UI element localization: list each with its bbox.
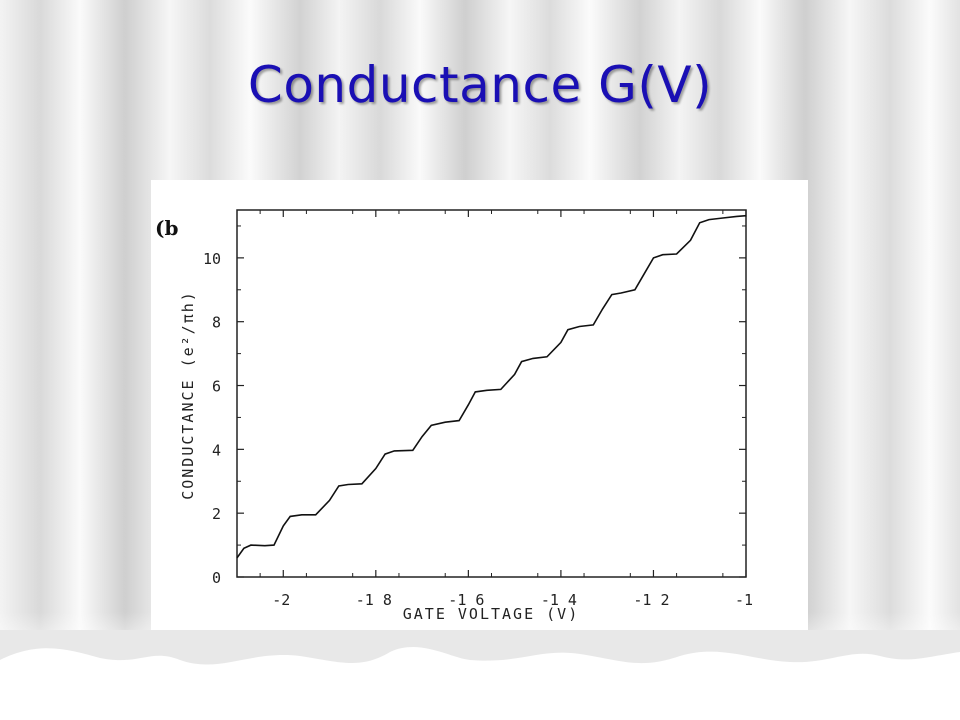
curtain-hem-shape xyxy=(0,630,960,665)
plot-frame xyxy=(236,209,747,578)
curtain-footer xyxy=(0,630,960,720)
y-tick-label: 4 xyxy=(212,441,221,459)
x-tick-label: -1 8 xyxy=(356,591,392,609)
plot-figure: (b 0 2 4 6 8 10 -2 -1 8 -1 6 -1 4 -1 2 -1 CONDUCTA… xyxy=(151,180,808,630)
y-axis: 0 2 4 6 8 10 xyxy=(203,225,746,587)
x-tick-label: -1 4 xyxy=(541,591,577,609)
y-tick-label: 2 xyxy=(212,505,221,523)
x-tick-label: -1 2 xyxy=(633,591,669,609)
x-tick-label: -2 xyxy=(272,591,290,609)
y-tick-label: 6 xyxy=(212,378,221,396)
x-tick-label: -1 xyxy=(735,591,753,609)
y-tick-label: 0 xyxy=(212,569,221,587)
x-axis-label: GATE VOLTAGE (V) xyxy=(403,605,580,623)
y-tick-label: 8 xyxy=(212,314,221,332)
panel-label: (b xyxy=(155,216,179,240)
x-tick-label: -1 6 xyxy=(448,591,484,609)
y-axis-label: CONDUCTANCE (e²/πh) xyxy=(179,290,197,500)
slide-title: Conductance G(V) xyxy=(247,56,713,114)
x-axis: -2 -1 8 -1 6 -1 4 -1 2 -1 xyxy=(259,210,753,609)
y-tick-label: 10 xyxy=(203,250,221,268)
conductance-chart: 0 2 4 6 8 10 -2 -1 8 -1 6 -1 4 -1 2 -1 CONDUCTANCE… xyxy=(179,209,753,623)
conductance-curve xyxy=(236,214,747,559)
